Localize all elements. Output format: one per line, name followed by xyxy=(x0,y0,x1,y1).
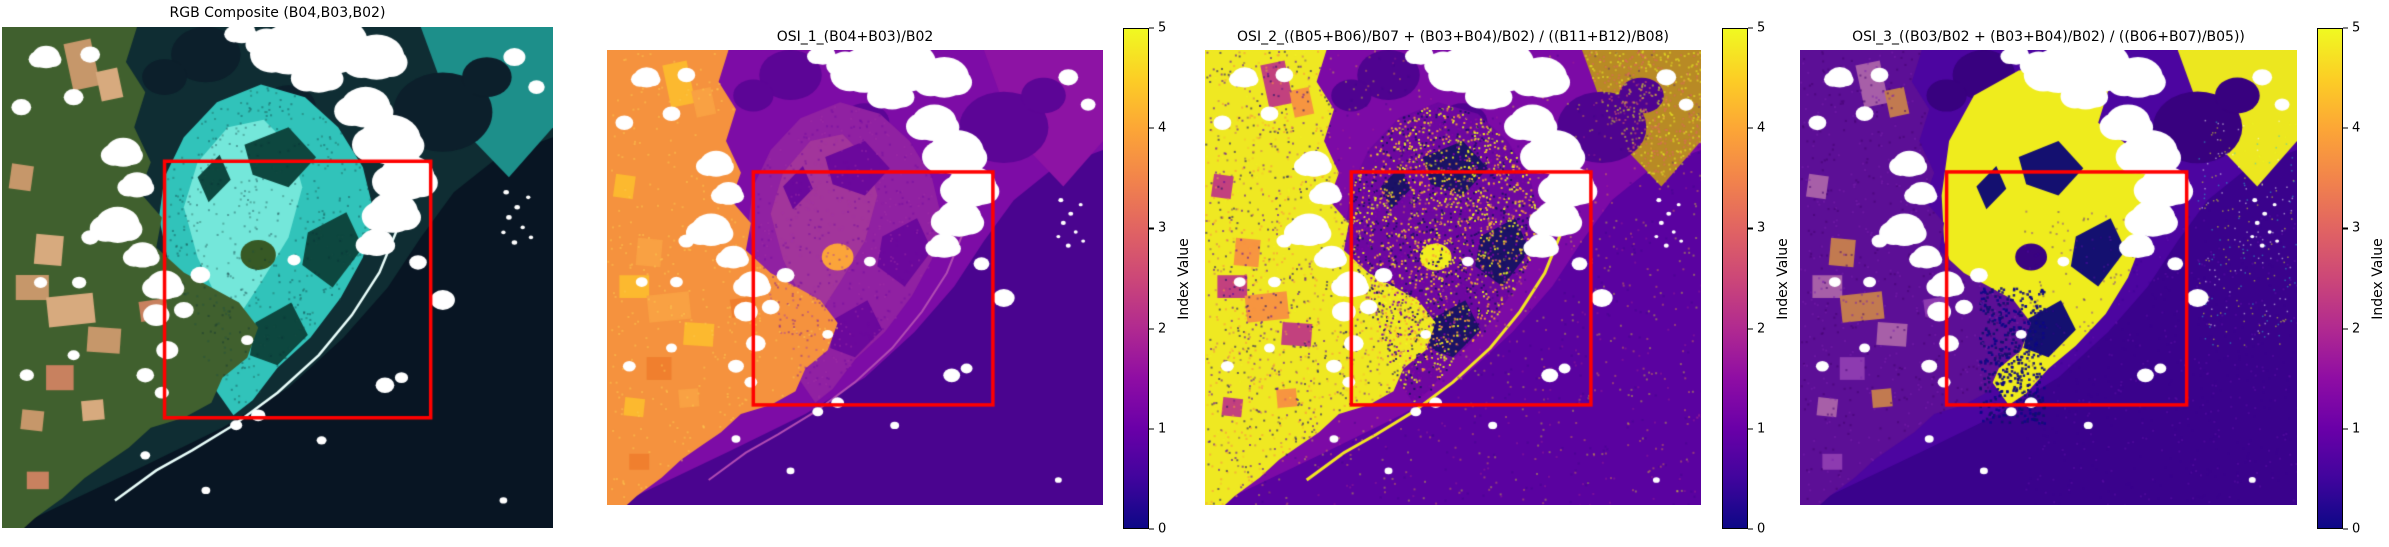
colorbar-tick: 1 xyxy=(1149,422,1166,435)
colorbar-tick: 5 xyxy=(2343,22,2360,35)
colorbar-tick-label: 2 xyxy=(2352,321,2361,337)
colorbar-tick: 1 xyxy=(1748,422,1765,435)
rgb-composite-image xyxy=(2,27,553,528)
colorbar-tick-label: 4 xyxy=(1757,120,1766,136)
osi1-index-map xyxy=(607,50,1103,505)
colorbar-tick: 0 xyxy=(2343,523,2360,536)
colorbar-tick-label: 4 xyxy=(2352,120,2361,136)
colorbar-tick: 1 xyxy=(2343,422,2360,435)
colorbar: Index Value 0 1 2 3 4 5 xyxy=(2317,22,2386,536)
colorbar-tick: 2 xyxy=(2343,322,2360,335)
colorbar-tick-label: 1 xyxy=(1158,421,1167,437)
panel-title: OSI_1_(B04+B03)/B02 xyxy=(776,29,934,45)
colorbar-gradient xyxy=(2317,28,2343,529)
colorbar-tick-label: 5 xyxy=(1158,20,1167,36)
osi2-index-map xyxy=(1205,50,1701,505)
colorbar-tick-label: 2 xyxy=(1757,321,1766,337)
panel-title: OSI_2_((B05+B06)/B07 + (B03+B04)/B02) / … xyxy=(1237,29,1669,45)
colorbar-tick-label: 0 xyxy=(1757,521,1766,537)
colorbar-tick: 0 xyxy=(1748,523,1765,536)
panel-title: RGB Composite (B04,B03,B02) xyxy=(169,5,386,21)
colorbar-label: Index Value xyxy=(1775,237,1791,320)
colorbar-tick: 4 xyxy=(2343,122,2360,135)
colorbar-tick-label: 3 xyxy=(1757,220,1766,236)
colorbar: Index Value 0 1 2 3 4 5 xyxy=(1123,22,1192,536)
colorbar-tick-label: 3 xyxy=(1158,220,1167,236)
colorbar-tick: 3 xyxy=(2343,222,2360,235)
colorbar: Index Value 0 1 2 3 4 5 xyxy=(1722,22,1791,536)
colorbar-tick-label: 4 xyxy=(1158,120,1167,136)
colorbar-tick-label: 5 xyxy=(1757,20,1766,36)
colorbar-tick: 0 xyxy=(1149,523,1166,536)
colorbar-tick-label: 5 xyxy=(2352,20,2361,36)
colorbar-tick-label: 3 xyxy=(2352,220,2361,236)
osi3-index-map xyxy=(1800,50,2297,505)
colorbar-tick-label: 1 xyxy=(2352,421,2361,437)
colorbar-label: Index Value xyxy=(1176,237,1192,320)
colorbar-tick-label: 0 xyxy=(1158,521,1167,537)
colorbar-tick: 4 xyxy=(1149,122,1166,135)
colorbar-tick: 5 xyxy=(1748,22,1765,35)
colorbar-tick: 2 xyxy=(1149,322,1166,335)
colorbar-tick: 4 xyxy=(1748,122,1765,135)
colorbar-tick-label: 0 xyxy=(2352,521,2361,537)
colorbar-tick: 3 xyxy=(1748,222,1765,235)
colorbar-tick-label: 2 xyxy=(1158,321,1167,337)
panel-title: OSI_3_((B03/B02 + (B03+B04)/B02) / ((B06… xyxy=(1852,29,2245,45)
colorbar-tick: 5 xyxy=(1149,22,1166,35)
colorbar-tick: 2 xyxy=(1748,322,1765,335)
colorbar-gradient xyxy=(1123,28,1149,529)
colorbar-label: Index Value xyxy=(2370,237,2386,320)
colorbar-gradient xyxy=(1722,28,1748,529)
colorbar-tick-label: 1 xyxy=(1757,421,1766,437)
colorbar-tick: 3 xyxy=(1149,222,1166,235)
